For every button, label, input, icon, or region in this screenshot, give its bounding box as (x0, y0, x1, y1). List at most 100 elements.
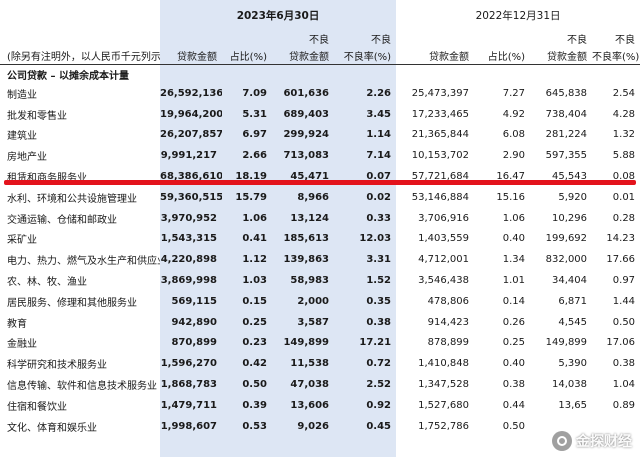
cell-current: 9,991,217 (160, 150, 217, 162)
row-label: 农、林、牧、渔业 (7, 277, 87, 289)
cell-prior: 5,920 (558, 191, 588, 203)
cell-prior: 15.16 (496, 191, 526, 203)
cell-current: 2.66 (242, 150, 267, 162)
current-period-highlight (160, 0, 396, 457)
cell-prior: 34,404 (552, 275, 588, 287)
cell-current: 19,964,200 (160, 108, 222, 120)
cell-prior: 5.88 (612, 150, 636, 162)
col-header: 占比(%) (222, 46, 272, 65)
table-row: 交通运输、仓储和邮政业 3,970,952 1.06 13,124 0.33 3,706,… (0, 208, 640, 229)
cell-prior: 2.54 (612, 87, 636, 99)
cell-prior: 6.08 (502, 129, 526, 141)
period-prior-header: 2022年12月31日 (396, 6, 640, 24)
cell-current: 185,613 (283, 233, 329, 245)
cell-prior: 1,752,786 (418, 420, 470, 432)
cell-current: 1.52 (366, 275, 392, 287)
cell-prior: 0.38 (612, 358, 636, 370)
period-current-header: 2023年6月30日 (160, 6, 396, 24)
col-header: 不良率(%) (334, 46, 397, 65)
cell-current: 68,386,610 (160, 171, 222, 183)
cell-prior: 1,403,559 (418, 233, 470, 245)
cell-prior: 0.40 (502, 233, 526, 245)
cell-current: 7.14 (366, 150, 392, 162)
cell-current: 1,543,315 (160, 233, 217, 245)
blank-corner (0, 6, 160, 24)
cell-prior: 10,153,702 (411, 150, 470, 162)
table-row: 采矿业 1,543,315 0.41 185,613 12.03 1,403,559 0.4… (0, 229, 640, 250)
cell-current: 3.31 (366, 254, 392, 266)
table-row: 房地产业 9,991,217 2.66 713,083 7.14 10,153,702 2.… (0, 145, 640, 166)
cell-prior: 6,871 (558, 295, 588, 307)
cell-current: 139,863 (283, 254, 329, 266)
cell-prior: 3,706,916 (418, 212, 470, 224)
cell-prior: 13,65 (558, 399, 588, 411)
table-row: 科学研究和技术服务业 1,596,270 0.42 11,538 0.72 1,410,8… (0, 353, 640, 374)
table-row: 制造业 26,592,136 7.09 601,636 2.26 25,473,397 7.… (0, 83, 640, 104)
cell-current: 1,868,783 (160, 379, 217, 391)
row-label: 科学研究和技术服务业 (7, 360, 107, 372)
highlight-marker-line (4, 180, 636, 185)
cell-current: 0.02 (366, 191, 392, 203)
watermark-text: 金探财经 (576, 434, 632, 450)
table-row: 水利、环境和公共设施管理业 59,360,515 15.79 8,966 0.02 53,… (0, 187, 640, 208)
cell-current: 3,587 (297, 316, 329, 328)
cell-prior: 25,473,397 (411, 87, 470, 99)
cell-prior: 149,899 (545, 337, 588, 349)
table-row: 金融业 870,899 0.23 149,899 17.21 878,899 0.25 149… (0, 333, 640, 354)
watermark-logo-icon (552, 431, 572, 451)
cell-prior: 17.66 (606, 254, 636, 266)
cell-current: 1,596,270 (160, 358, 217, 370)
cell-current: 1.03 (242, 275, 267, 287)
col-header: 贷款金额 (160, 46, 222, 65)
row-label: 水利、环境和公共设施管理业 (7, 193, 137, 205)
row-label: 建筑业 (7, 131, 37, 143)
cell-current: 3.45 (366, 108, 392, 120)
cell-current: 0.25 (242, 316, 267, 328)
table-row: 租赁和商务服务业 68,386,610 18.19 45,471 0.07 57,721,… (0, 166, 640, 187)
cell-current: 0.41 (242, 233, 267, 245)
col-top-nplratio-cur: 不良 (371, 35, 392, 46)
cell-prior: 16.47 (496, 171, 526, 183)
cell-current: 3,970,952 (160, 212, 217, 224)
cell-current: 601,636 (283, 87, 329, 99)
cell-current: 1,998,607 (160, 420, 217, 432)
cell-prior: 57,721,684 (411, 171, 470, 183)
cell-current: 12.03 (359, 233, 392, 245)
cell-prior: 1.01 (502, 275, 526, 287)
col-header: 不良率(%) (592, 46, 640, 65)
row-label: 房地产业 (7, 152, 47, 164)
cell-current: 1.06 (242, 212, 267, 224)
cell-prior: 1,410,848 (418, 358, 470, 370)
cell-prior: 281,224 (545, 129, 588, 141)
cell-prior: 645,838 (545, 87, 588, 99)
cell-current: 942,890 (171, 316, 217, 328)
cell-prior: 914,423 (427, 316, 470, 328)
row-label: 制造业 (7, 89, 37, 101)
table-row: 信息传输、软件和信息技术服务业 1,868,783 0.50 47,038 2.52 1,… (0, 374, 640, 395)
table-row: 建筑业 26,207,857 6.97 299,924 1.14 21,365,844 6.… (0, 125, 640, 146)
cell-prior: 17.06 (606, 337, 636, 349)
table-row: 电力、热力、燃气及水生产和供应业 4,220,898 1.12 139,863 3.31… (0, 249, 640, 270)
cell-prior: 45,543 (552, 171, 588, 183)
cell-current: 58,983 (290, 275, 329, 287)
cell-current: 6.97 (242, 129, 267, 141)
col-top-npl-cur: 不良 (309, 35, 329, 46)
cell-current: 0.50 (242, 379, 267, 391)
col-top-npl-prior: 不良 (567, 35, 588, 46)
cell-prior: 2.90 (502, 150, 526, 162)
cell-prior: 0.44 (502, 399, 526, 411)
cell-current: 9,026 (297, 420, 329, 432)
row-label: 交通运输、仓储和邮政业 (7, 214, 117, 226)
row-label: 电力、热力、燃气及水生产和供应业 (7, 256, 160, 268)
cell-current: 689,403 (283, 108, 329, 120)
row-label: 教育 (7, 318, 27, 330)
cell-prior: 597,355 (545, 150, 588, 162)
cell-prior: 0.50 (612, 316, 636, 328)
table-row: 文化、体育和娱乐业 1,998,607 0.53 9,026 0.45 1,752,786… (0, 416, 640, 437)
cell-current: 2,000 (297, 295, 329, 307)
cell-prior: 3,546,438 (418, 275, 470, 287)
table-row: 农、林、牧、渔业 3,869,998 1.03 58,983 1.52 3,546,438… (0, 270, 640, 291)
cell-current: 4,220,898 (160, 254, 217, 266)
cell-current: 59,360,515 (160, 191, 222, 203)
cell-prior: 878,899 (427, 337, 470, 349)
